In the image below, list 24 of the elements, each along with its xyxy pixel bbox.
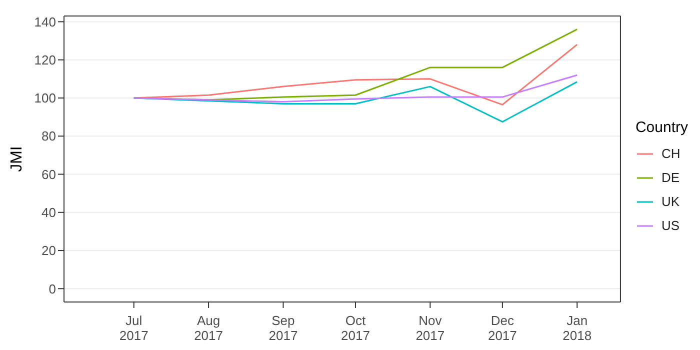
legend-label: US — [661, 218, 680, 233]
legend-label: CH — [661, 146, 680, 161]
legend-label: DE — [661, 170, 680, 185]
y-tick-label: 120 — [34, 52, 56, 68]
line-series — [133, 44, 578, 106]
x-tick-label: Oct 2017 — [341, 313, 370, 343]
line-series — [133, 74, 578, 103]
y-tick-label: 100 — [34, 90, 56, 106]
x-tick-label: Aug 2017 — [194, 313, 223, 343]
legend-title: Country — [635, 118, 688, 136]
y-tick-label: 140 — [34, 14, 56, 30]
x-tick-label: Jul 2017 — [119, 313, 148, 343]
y-tick-label: 20 — [42, 243, 56, 258]
x-tick-label: Dec 2017 — [488, 313, 517, 343]
y-axis-title: JMI — [8, 146, 26, 172]
x-tick-label: Nov 2017 — [416, 313, 445, 343]
y-tick-label: 60 — [42, 166, 56, 182]
y-tick-label: 0 — [48, 281, 56, 296]
x-tick-label: Jan 2018 — [562, 313, 592, 343]
legend-label: UK — [661, 194, 680, 209]
y-tick-label: 80 — [42, 128, 56, 144]
line-series — [133, 81, 578, 123]
x-tick-label: Sep 2017 — [268, 313, 298, 343]
y-tick-label: 40 — [42, 205, 56, 220]
